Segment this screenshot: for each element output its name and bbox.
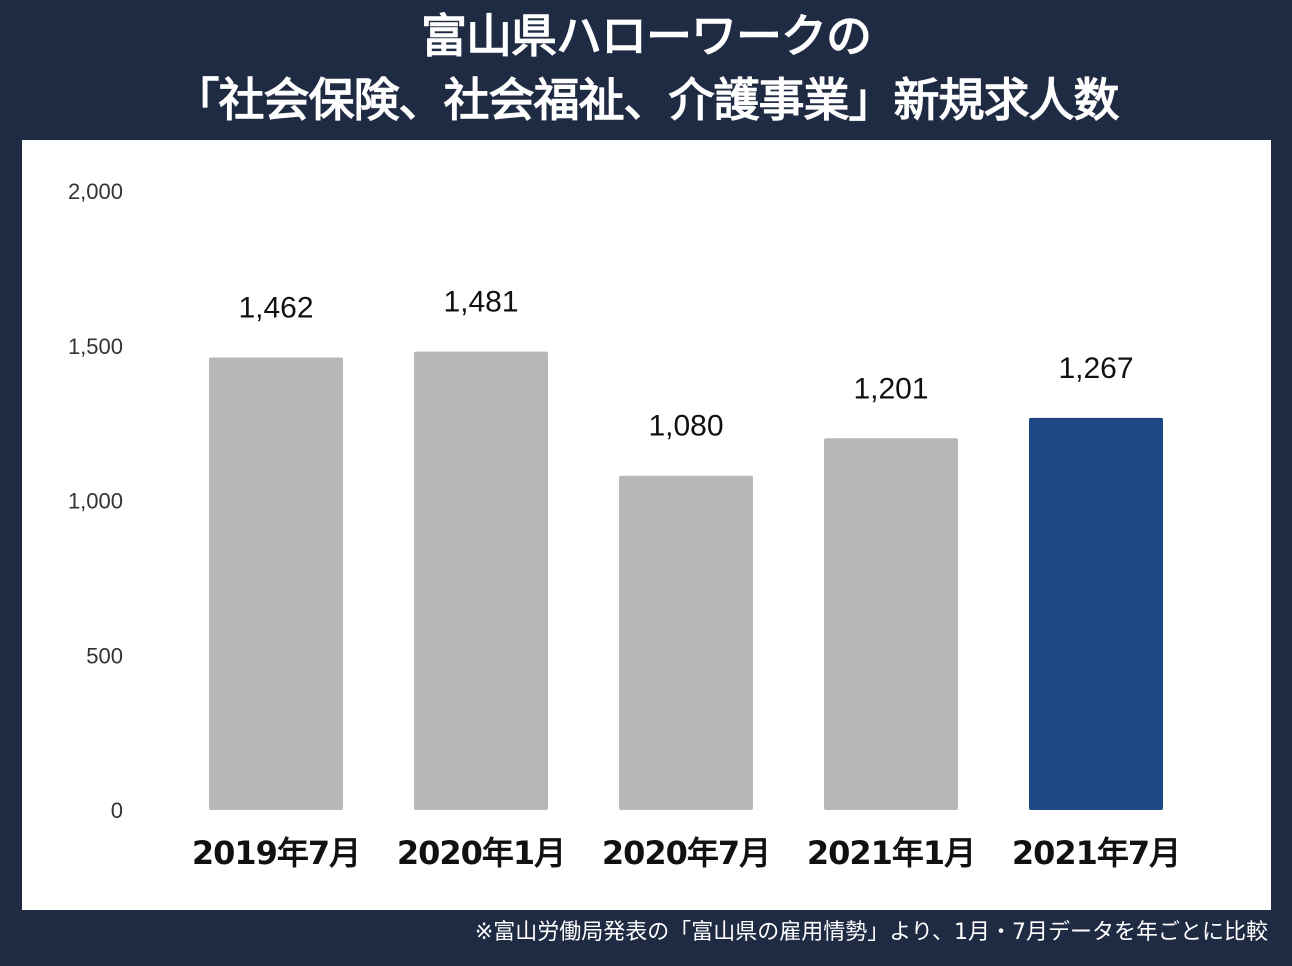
y-tick-label: 1,000 bbox=[68, 489, 123, 514]
x-tick-label: 2021年1月 bbox=[807, 834, 975, 872]
bar-value-label: 1,462 bbox=[238, 292, 313, 325]
bar bbox=[414, 351, 548, 810]
x-tick-label: 2020年1月 bbox=[397, 834, 565, 872]
y-tick-label: 0 bbox=[111, 798, 123, 823]
x-tick-label: 2019年7月 bbox=[192, 834, 360, 872]
bar-value-label: 1,201 bbox=[853, 372, 928, 405]
chart-title-line1: 富山県ハローワークの bbox=[421, 9, 872, 63]
bar bbox=[209, 357, 343, 810]
bar bbox=[619, 475, 753, 810]
y-tick-label: 500 bbox=[86, 643, 123, 668]
chart-title-line2: 「社会保険、社会福祉、介護事業」新規求人数 bbox=[173, 73, 1120, 127]
bar-value-label: 1,267 bbox=[1058, 352, 1133, 385]
bar-value-label: 1,481 bbox=[443, 286, 518, 319]
y-tick-label: 2,000 bbox=[68, 179, 123, 204]
bar bbox=[824, 438, 958, 810]
y-tick-label: 1,500 bbox=[68, 334, 123, 359]
x-tick-label: 2020年7月 bbox=[602, 834, 770, 872]
footnote: ※富山労働局発表の「富山県の雇用情勢」より、1月・7月データを年ごとに比較 bbox=[474, 920, 1268, 945]
x-tick-label: 2021年7月 bbox=[1012, 834, 1180, 872]
bar bbox=[1029, 417, 1163, 810]
bar-value-label: 1,080 bbox=[648, 410, 723, 443]
